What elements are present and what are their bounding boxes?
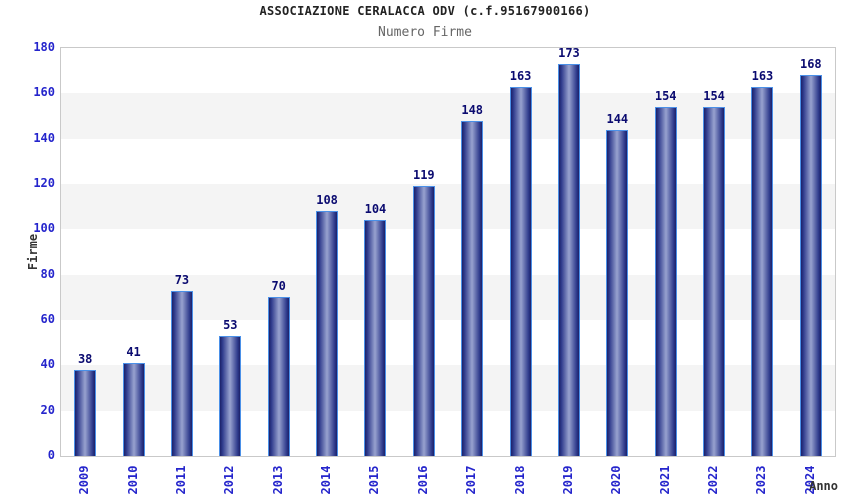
x-tick-label: 2017 bbox=[464, 465, 479, 495]
x-tick-label: 2021 bbox=[657, 465, 672, 495]
bar-value-label: 53 bbox=[223, 317, 238, 332]
y-tick-label: 40 bbox=[40, 357, 55, 372]
bar bbox=[316, 211, 339, 456]
bar-value-label: 108 bbox=[316, 193, 338, 208]
bar bbox=[557, 63, 580, 456]
y-tick-label: 0 bbox=[47, 448, 55, 462]
x-tick-label: 2018 bbox=[512, 465, 527, 495]
grid-band bbox=[61, 48, 835, 94]
bar bbox=[509, 86, 532, 456]
y-tick-label: 140 bbox=[33, 130, 55, 145]
bar bbox=[654, 106, 677, 456]
x-tick-label: 2014 bbox=[319, 465, 334, 495]
bar-value-label: 154 bbox=[654, 88, 677, 103]
chart-title: ASSOCIAZIONE CERALACCA ODV (c.f.95167900… bbox=[259, 4, 591, 18]
x-tick-label: 2013 bbox=[270, 465, 285, 495]
bar-value-label: 41 bbox=[126, 345, 141, 360]
y-tick-label: 100 bbox=[33, 221, 55, 236]
x-tick-label: 2022 bbox=[706, 465, 721, 495]
y-tick-label: 160 bbox=[33, 85, 55, 100]
x-tick-label: 2012 bbox=[222, 465, 237, 495]
x-tick-label: 2009 bbox=[77, 465, 92, 495]
y-tick-label: 60 bbox=[40, 312, 55, 326]
bar bbox=[122, 363, 145, 456]
y-tick-label: 180 bbox=[33, 40, 55, 54]
x-tick-label: 2019 bbox=[560, 465, 575, 495]
bar bbox=[170, 290, 193, 456]
bar bbox=[751, 86, 774, 456]
x-tick-label: 2011 bbox=[173, 465, 188, 495]
bar-value-label: 144 bbox=[606, 111, 629, 126]
bar-value-label: 104 bbox=[364, 202, 387, 217]
bar bbox=[799, 75, 822, 456]
x-tick-label: 2016 bbox=[415, 465, 430, 495]
y-axis-title: Firme bbox=[26, 233, 40, 271]
bar-value-label: 163 bbox=[509, 68, 532, 83]
bar-value-label: 173 bbox=[558, 45, 580, 60]
x-tick-label: 2010 bbox=[125, 465, 140, 495]
chart-subtitle: Numero Firme bbox=[378, 25, 472, 40]
bar-value-label: 38 bbox=[77, 351, 93, 366]
bar bbox=[461, 120, 484, 456]
bar bbox=[703, 106, 726, 456]
bar bbox=[267, 297, 290, 456]
bar bbox=[412, 186, 435, 456]
bar bbox=[364, 220, 387, 456]
bar-value-label: 154 bbox=[703, 88, 725, 103]
plot-area: 38 41 73 53 70 108 104 119 148 163 173 144 154 154 163… bbox=[60, 45, 836, 457]
bar bbox=[219, 335, 242, 456]
x-axis-title: Anno bbox=[809, 479, 838, 493]
bar-value-label: 148 bbox=[461, 102, 484, 117]
bar bbox=[606, 129, 629, 456]
bar-value-label: 70 bbox=[271, 279, 286, 294]
y-tick-label: 120 bbox=[33, 176, 55, 190]
x-tick-label: 2023 bbox=[754, 465, 769, 495]
y-tick-label: 20 bbox=[40, 402, 55, 417]
x-tick-label: 2020 bbox=[609, 465, 624, 495]
y-tick-label: 80 bbox=[40, 266, 55, 281]
bar-value-label: 119 bbox=[412, 168, 435, 183]
bar-value-label: 163 bbox=[751, 68, 774, 83]
bar bbox=[74, 369, 97, 456]
bar-value-label: 168 bbox=[799, 57, 822, 72]
x-tick-label: 2015 bbox=[367, 465, 382, 495]
bar-value-label: 73 bbox=[174, 272, 190, 287]
